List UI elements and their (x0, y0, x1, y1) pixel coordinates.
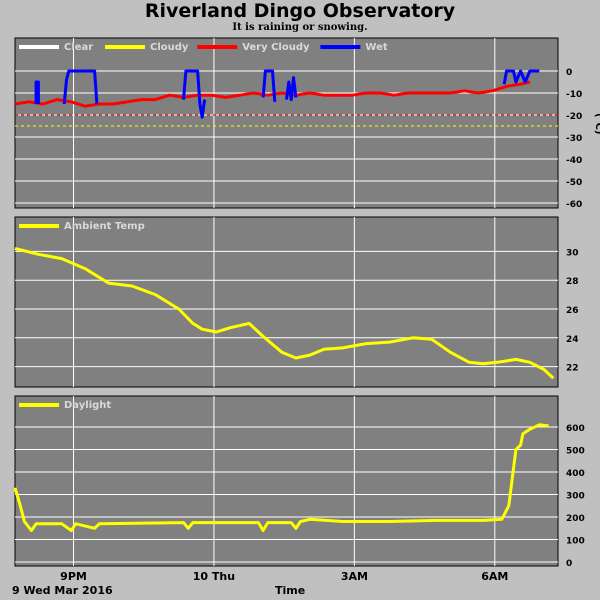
y-tick-label-daylight-6: 0 (566, 559, 572, 569)
y-tick-label-sky-4: -40 (566, 156, 582, 166)
y-tick-label-sky-2: -20 (566, 112, 582, 122)
time-axis-label: Time (275, 584, 306, 597)
y-tick-label-ambient-4: 22 (566, 364, 579, 374)
y-tick-label-daylight-1: 500 (566, 447, 585, 457)
y-tick-label-sky-3: -30 (566, 134, 582, 144)
date-label: 9 Wed Mar 2016 (12, 584, 113, 597)
legend-label-sky-3: Wet (365, 42, 387, 53)
series-line-sky-1-2 (182, 69, 207, 119)
y-tick-label-daylight-2: 400 (566, 469, 585, 479)
y-tick-label-ambient-1: 28 (566, 277, 579, 287)
y-tick-label-sky-1: -10 (566, 90, 582, 100)
y-tick-label-daylight-0: 600 (566, 424, 585, 434)
y-tick-label-ambient-0: 30 (566, 248, 579, 258)
x-tick-label-2: 3AM (341, 570, 368, 583)
x-tick-label-1: 10 Thu (193, 570, 235, 583)
legend-label-sky-2: Very Cloudy (242, 42, 310, 53)
y-tick-label-sky-6: -60 (566, 200, 582, 210)
legend-label-daylight-0: Daylight (64, 400, 111, 411)
legend-label-sky-1: Cloudy (150, 42, 189, 53)
series-line-sky-1-3 (261, 69, 277, 102)
legend-label-sky-0: Clear (64, 42, 93, 53)
y-tick-label-daylight-4: 200 (566, 514, 585, 524)
series-line-sky-1-4 (285, 76, 298, 102)
y-tick-label-sky-0: 0 (566, 68, 572, 78)
y-tick-label-daylight-5: 100 (566, 537, 585, 547)
series-line-ambient-0-0 (14, 247, 555, 380)
page-title: Riverland Dingo Observatory (144, 0, 456, 22)
series-line-sky-1-5 (502, 69, 540, 85)
y-tick-label-ambient-3: 24 (566, 335, 579, 345)
panel-ambient (14, 216, 559, 388)
page-subtitle: It is raining or snowing. (232, 22, 368, 33)
legend-label-ambient-0: Ambient Temp (64, 221, 145, 232)
y-tick-label-sky-5: -50 (566, 178, 582, 188)
series-line-sky-1-0 (34, 80, 40, 104)
x-tick-label-3: 6AM (481, 570, 508, 583)
y-axis-label-sky: (°C) (593, 113, 600, 134)
panel-sky (14, 37, 559, 209)
y-tick-label-daylight-3: 300 (566, 492, 585, 502)
x-tick-label-0: 9PM (60, 570, 87, 583)
series-line-daylight-0-0 (13, 423, 549, 532)
series-line-sky-1-1 (62, 69, 99, 105)
y-tick-label-ambient-2: 26 (566, 306, 579, 316)
panel-daylight (14, 395, 559, 567)
